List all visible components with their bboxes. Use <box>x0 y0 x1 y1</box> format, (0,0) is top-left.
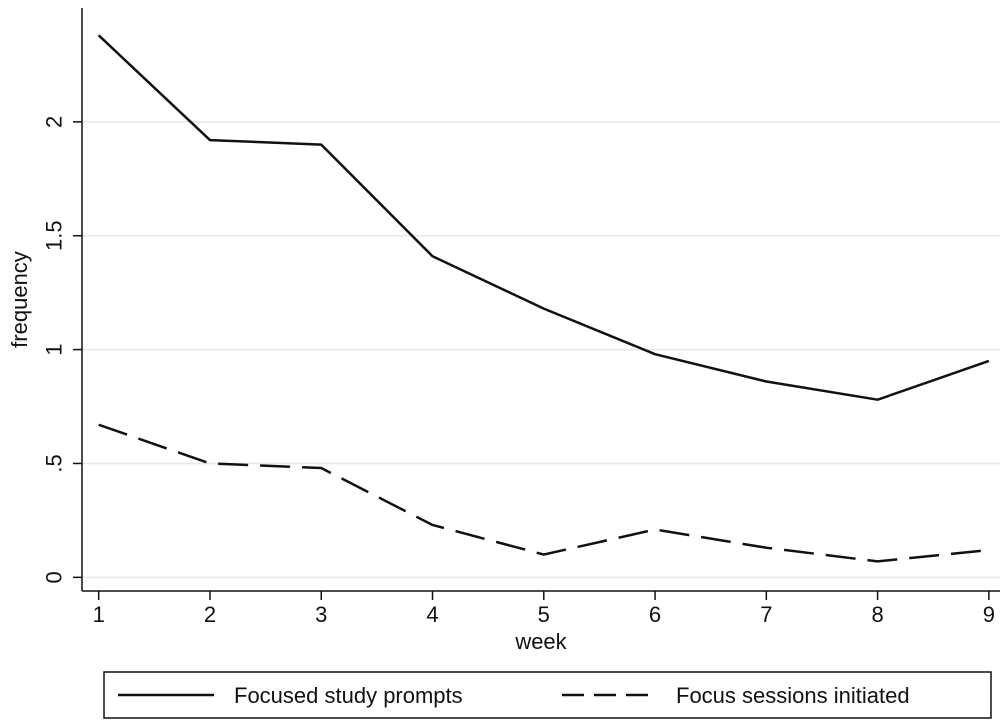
x-tick-label-6: 7 <box>760 602 772 627</box>
x-axis-ticks: 1 2 3 4 5 6 7 8 9 <box>93 591 995 627</box>
x-tick-label-0: 1 <box>93 602 105 627</box>
x-tick-label-5: 6 <box>649 602 661 627</box>
x-tick-label-8: 9 <box>983 602 995 627</box>
y-tick-label-1: .5 <box>42 454 67 472</box>
y-tick-label-3: 1.5 <box>42 220 67 251</box>
gridlines <box>82 121 1000 579</box>
series-line-0 <box>97 34 990 401</box>
x-tick-label-1: 2 <box>204 602 216 627</box>
y-axis-title: frequency <box>7 251 32 348</box>
y-tick-label-0: 0 <box>42 571 67 583</box>
series-line-1 <box>98 423 989 563</box>
x-tick-label-2: 3 <box>315 602 327 627</box>
legend-label-focus-sessions-initiated: Focus sessions initiated <box>676 683 910 708</box>
x-tick-label-7: 8 <box>871 602 883 627</box>
y-tick-label-2: 1 <box>42 343 67 355</box>
x-tick-label-4: 5 <box>538 602 550 627</box>
series-lines <box>97 34 990 563</box>
legend-label-focused-study-prompts: Focused study prompts <box>234 683 463 708</box>
x-tick-label-3: 4 <box>426 602 438 627</box>
y-tick-label-4: 2 <box>42 116 67 128</box>
legend-box <box>103 671 992 719</box>
x-axis-title: week <box>514 629 567 654</box>
y-axis-ticks: 0 .5 1 1.5 2 <box>42 116 82 583</box>
legend: Focused study prompts Focus sessions ini… <box>103 671 992 719</box>
